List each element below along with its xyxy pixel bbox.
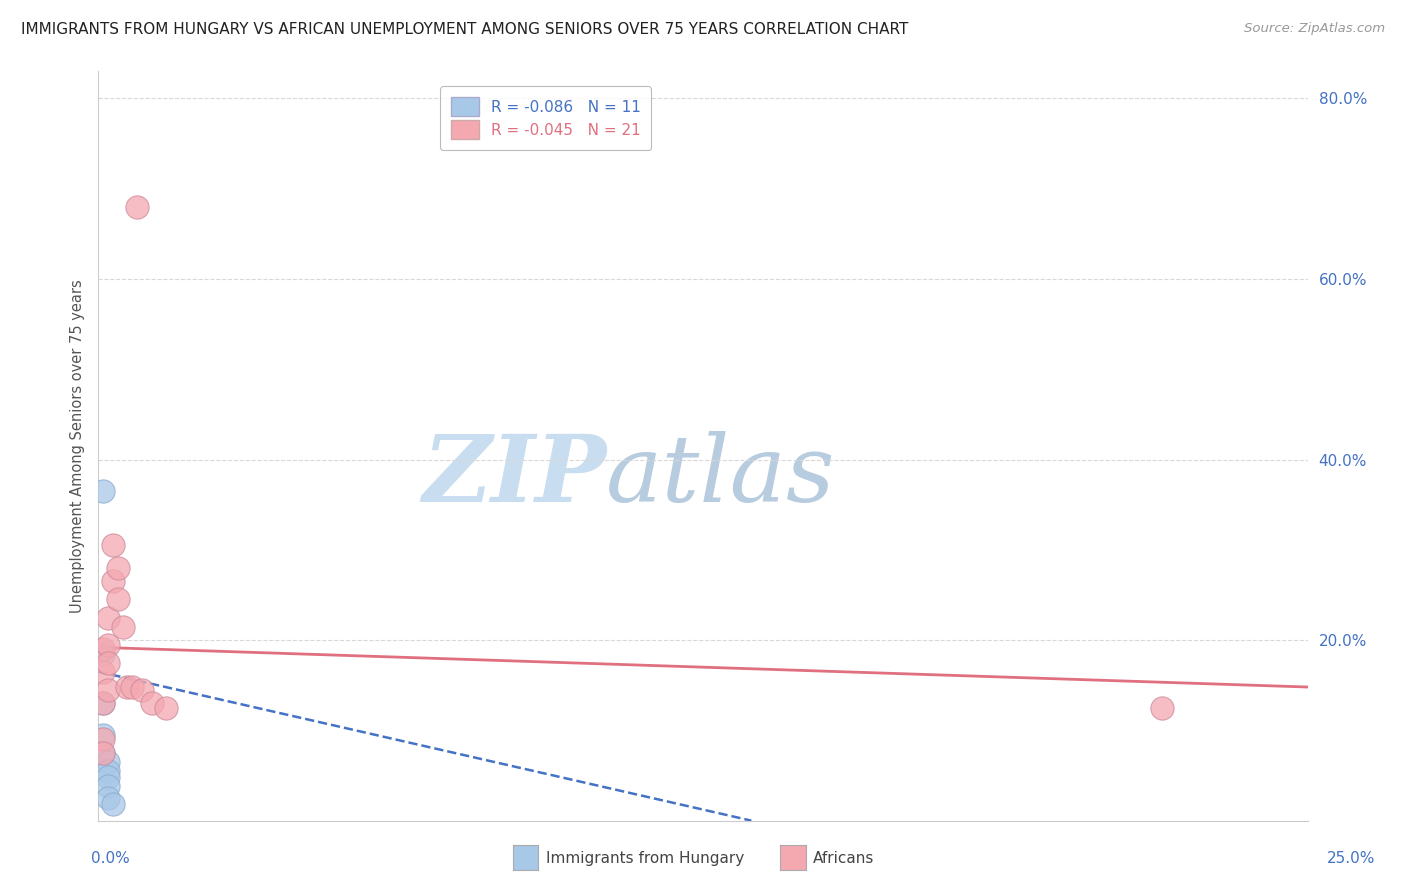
Point xyxy=(101,574,124,589)
Point xyxy=(97,764,120,778)
Point xyxy=(97,656,120,670)
Point xyxy=(127,200,149,214)
Point xyxy=(91,642,114,657)
Point xyxy=(97,780,120,794)
Text: Source: ZipAtlas.com: Source: ZipAtlas.com xyxy=(1244,22,1385,36)
Point xyxy=(91,696,114,710)
Text: atlas: atlas xyxy=(606,431,835,521)
Legend: R = -0.086   N = 11, R = -0.045   N = 21: R = -0.086 N = 11, R = -0.045 N = 21 xyxy=(440,87,651,150)
Text: Immigrants from Hungary: Immigrants from Hungary xyxy=(546,851,744,865)
Point xyxy=(91,665,114,679)
Text: Africans: Africans xyxy=(813,851,875,865)
Point xyxy=(107,561,129,575)
Point xyxy=(91,484,114,499)
Point xyxy=(117,680,139,694)
Point xyxy=(97,791,120,805)
Point xyxy=(141,696,163,710)
Text: 25.0%: 25.0% xyxy=(1327,851,1375,865)
Point xyxy=(155,700,177,714)
Y-axis label: Unemployment Among Seniors over 75 years: Unemployment Among Seniors over 75 years xyxy=(69,279,84,613)
Point xyxy=(91,732,114,747)
Point xyxy=(91,647,114,661)
Point xyxy=(91,746,114,760)
Point xyxy=(131,682,153,697)
Text: IMMIGRANTS FROM HUNGARY VS AFRICAN UNEMPLOYMENT AMONG SENIORS OVER 75 YEARS CORR: IMMIGRANTS FROM HUNGARY VS AFRICAN UNEMP… xyxy=(21,22,908,37)
Point xyxy=(97,610,120,624)
Point xyxy=(97,682,120,697)
Point xyxy=(97,755,120,769)
Point xyxy=(91,746,114,760)
Text: 0.0%: 0.0% xyxy=(91,851,131,865)
Point xyxy=(107,592,129,607)
Text: ZIP: ZIP xyxy=(422,431,606,521)
Point xyxy=(97,638,120,652)
Point xyxy=(91,728,114,742)
Point xyxy=(111,619,134,633)
Point xyxy=(121,680,143,694)
Point xyxy=(1152,700,1174,714)
Point xyxy=(91,696,114,710)
Point xyxy=(101,797,124,812)
Point xyxy=(101,538,124,552)
Point xyxy=(97,770,120,784)
